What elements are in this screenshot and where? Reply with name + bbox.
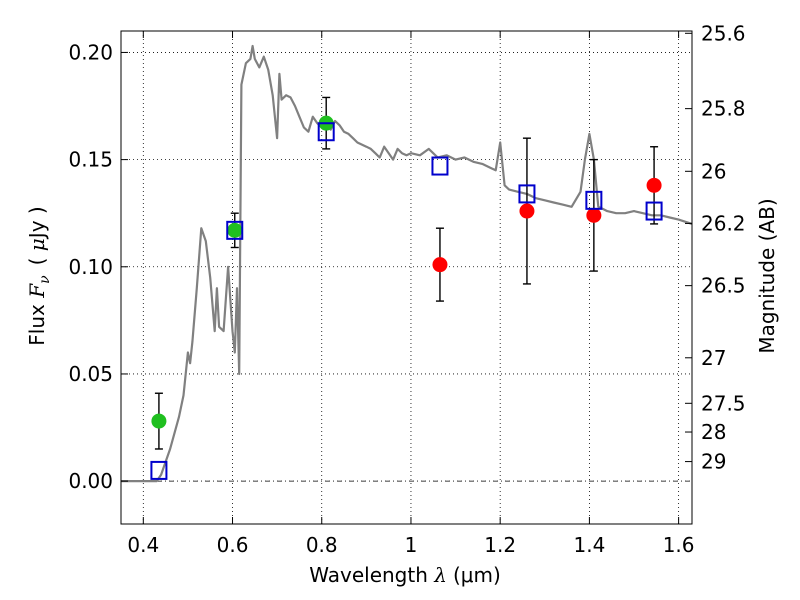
observed-flux-point [586, 207, 602, 223]
y-tick-label: 0.00 [68, 469, 113, 493]
magnitude-axis-ticks: 25.6 25.8 26 26.2 26.5 27 27.5 28 29 [685, 21, 746, 474]
x-tick-label: 1.6 [663, 533, 695, 557]
y-tick-label: 0.20 [68, 40, 113, 64]
model-flux-square [226, 220, 244, 240]
model-flux-square [150, 460, 168, 480]
series-layer [121, 44, 693, 483]
model-flux-square [645, 201, 663, 221]
x-tick-label: 1 [405, 533, 418, 557]
magnitude-tick-label: 28 [701, 420, 726, 444]
observed-flux-point [151, 413, 167, 429]
x-tick-label: 0.6 [217, 533, 249, 557]
plot-area-frame [120, 30, 693, 525]
observed-flux-point [519, 203, 535, 219]
model-flux-square [431, 156, 449, 176]
x-tick-label: 0.4 [127, 533, 159, 557]
model-flux-square [518, 184, 536, 204]
magnitude-axis-label: Magnitude (AB) [755, 198, 779, 353]
magnitude-tick-label: 26.5 [701, 274, 746, 298]
y-tick-label: 0.15 [68, 148, 113, 172]
magnitude-tick-label: 26.2 [701, 211, 746, 235]
x-tick-label: 0.8 [306, 533, 338, 557]
magnitude-tick-label: 25.6 [701, 21, 746, 45]
x-axis-label: Wavelength λ (μm) [309, 563, 501, 587]
observed-flux-point [227, 222, 243, 238]
observed-flux-point [646, 177, 662, 193]
model-spectrum-line [121, 44, 693, 483]
magnitude-tick-label: 29 [701, 450, 726, 474]
observed-flux-point [432, 257, 448, 273]
y-tick-label: 0.05 [68, 362, 113, 386]
y-tick-label: 0.10 [68, 255, 113, 279]
y-axis-ticks: 0.00 0.05 0.10 0.15 0.20 [68, 40, 128, 493]
magnitude-tick-label: 27.5 [701, 391, 746, 415]
magnitude-tick-label: 27 [701, 346, 726, 370]
x-tick-label: 1.4 [573, 533, 605, 557]
magnitude-tick-label: 25.8 [701, 97, 746, 121]
x-tick-label: 1.2 [484, 533, 516, 557]
grid-lines [121, 31, 692, 524]
model-flux-square [317, 122, 335, 142]
y-axis-label: Flux Fν( μJy ) [25, 206, 53, 345]
magnitude-tick-label: 26 [701, 159, 726, 183]
x-axis-ticks: 0.4 0.6 0.8 1 1.2 1.4 1.6 [127, 31, 695, 557]
model-flux-square [585, 190, 603, 210]
